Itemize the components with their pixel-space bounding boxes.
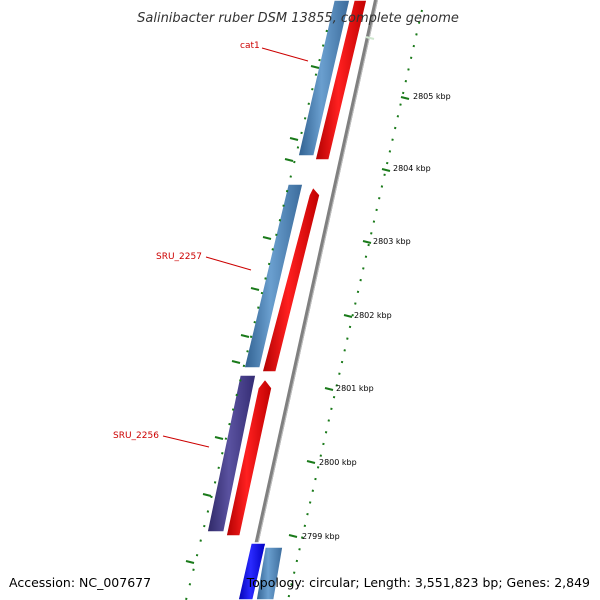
forward-cds-arrow — [261, 185, 321, 373]
gene-label-leader — [205, 256, 252, 271]
kbp-ticks — [288, 96, 410, 538]
accession-text: Accession: NC_007677 — [9, 575, 151, 590]
forward-cds-arrow — [225, 377, 273, 537]
gc-dashes — [185, 36, 375, 564]
tick-label-2802: 2802 kbp — [354, 311, 392, 320]
genome-summary-text: Topology: circular; Length: 3,551,823 bp… — [246, 575, 590, 590]
reverse-cds-arrow — [255, 546, 284, 600]
gene-label-sru-2257: SRU_2257 — [156, 252, 202, 262]
gene-label-sru-2256: SRU_2256 — [113, 431, 159, 441]
reverse-cds-arrow — [206, 374, 257, 533]
tick-label-2801: 2801 kbp — [336, 384, 374, 393]
gc-track-inner — [287, 9, 423, 600]
genome-backbone-highlight — [245, 0, 378, 600]
tick-label-2804: 2804 kbp — [393, 164, 431, 173]
genome-backbone — [242, 0, 378, 600]
gene-label-leader — [162, 435, 210, 448]
tick-label-2805: 2805 kbp — [413, 92, 451, 101]
gene-label-cat1: cat1 — [240, 41, 260, 51]
reverse-cds-arrow — [297, 0, 351, 157]
reverse-cds-arrow — [237, 542, 267, 600]
tick-label-2799: 2799 kbp — [302, 532, 340, 541]
gene-label-leader — [261, 47, 309, 62]
map-title: Salinibacter ruber DSM 13855, complete g… — [137, 11, 459, 26]
tick-label-2803: 2803 kbp — [373, 237, 411, 246]
tick-label-2800: 2800 kbp — [319, 458, 357, 467]
forward-cds-arrow — [314, 0, 368, 161]
reverse-cds-arrow — [243, 183, 304, 369]
